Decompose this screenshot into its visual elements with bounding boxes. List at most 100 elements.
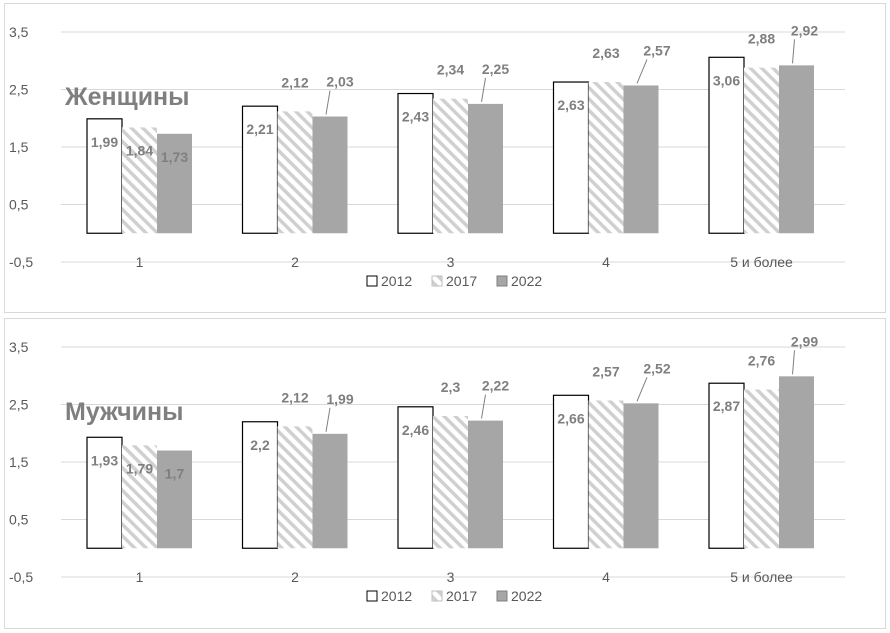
- leader-line: [325, 90, 331, 115]
- category-label: 2: [291, 254, 299, 270]
- legend-label: 2022: [511, 273, 542, 289]
- category-label: 3: [447, 569, 455, 585]
- data-label: 1,73: [161, 149, 188, 165]
- legend-label: 2012: [381, 588, 412, 604]
- data-label: 2,22: [482, 378, 509, 394]
- bar-2017-2: [277, 111, 313, 234]
- bar-2012-1: [86, 118, 123, 234]
- y-tick-label: 0,5: [9, 512, 29, 528]
- bar-2022-3: [468, 103, 503, 234]
- bar-2017-1: [122, 127, 157, 234]
- bar-2022-4: [623, 85, 659, 234]
- chart-panel-men: 3,5 2,5 1,5 0,5 -0,5 Мужчины 1,93 1,79 1,7 1 2,2 2,…: [4, 318, 886, 629]
- data-label: 2,57: [643, 42, 670, 58]
- data-label: 2,57: [592, 363, 619, 379]
- legend-swatch-2022: [496, 275, 508, 287]
- legend-label: 2017: [446, 588, 477, 604]
- bar-2017-3: [433, 98, 468, 234]
- legend-label: 2017: [446, 273, 477, 289]
- legend-swatch-2017: [431, 590, 443, 602]
- data-label: 2,88: [748, 31, 775, 47]
- data-label: 3,06: [713, 72, 740, 88]
- leader-line: [636, 59, 648, 84]
- category-label: 2: [291, 569, 299, 585]
- bar-2017-4: [588, 82, 624, 234]
- legend-swatch-2012: [366, 275, 378, 287]
- bar-2017-1: [122, 445, 157, 549]
- legend-label: 2022: [511, 588, 542, 604]
- y-tick-label: 3,5: [9, 339, 29, 355]
- data-label: 2,25: [482, 61, 509, 77]
- category-label: 4: [602, 569, 610, 585]
- data-label: 2,3: [441, 379, 461, 395]
- bar-2017-4: [588, 400, 624, 549]
- data-label: 2,99: [791, 333, 818, 349]
- category-label: 3: [447, 254, 455, 270]
- data-label: 2,43: [402, 109, 429, 125]
- leader-line: [325, 407, 331, 432]
- bar-2022-4: [623, 403, 659, 549]
- data-label: 1,7: [165, 466, 185, 482]
- bar-2022-5: [779, 376, 814, 549]
- legend-label: 2012: [381, 273, 412, 289]
- legend-swatch-2017: [431, 275, 443, 287]
- bar-2022-1: [157, 133, 192, 234]
- bar-2022-2: [312, 116, 348, 234]
- chart-title: Женщины: [64, 83, 190, 111]
- category-label: 1: [136, 569, 144, 585]
- category-label: 5 и более: [730, 569, 793, 585]
- bar-2012-3: [397, 406, 434, 549]
- bar-2017-3: [433, 416, 468, 549]
- chart-panel-women: 3,5 2,5 1,5 0,5 -0,5 Женщины 1,99 1,84 1,73 1 2,21…: [4, 3, 886, 313]
- data-label: 2,12: [281, 74, 308, 90]
- chart-women: 3,5 2,5 1,5 0,5 -0,5 Женщины 1,99 1,84 1,73 1 2,21…: [9, 22, 845, 289]
- data-label: 2,63: [557, 97, 584, 113]
- bar-2012-5: [708, 382, 745, 549]
- leader-line: [481, 77, 486, 102]
- data-label: 1,79: [126, 460, 153, 476]
- leader-line: [481, 394, 486, 419]
- y-tick-label: -0,5: [9, 254, 33, 270]
- y-tick-label: 3,5: [9, 24, 29, 40]
- data-label: 2,87: [713, 398, 740, 414]
- data-label: 2,63: [592, 45, 619, 61]
- data-label: 2,76: [748, 353, 775, 369]
- data-label: 2,2: [250, 437, 270, 453]
- data-label: 2,52: [643, 360, 670, 376]
- bar-2012-1: [86, 436, 123, 549]
- bar-2012-4: [552, 81, 590, 234]
- bar-2022-1: [157, 450, 192, 549]
- bar-2022-5: [779, 65, 814, 234]
- data-label: 2,03: [326, 74, 353, 90]
- category-label: 5 и более: [730, 254, 793, 270]
- bar-2017-2: [277, 426, 313, 549]
- data-label: 1,99: [91, 134, 118, 150]
- chart-title: Мужчины: [65, 398, 183, 426]
- y-tick-label: 0,5: [9, 197, 29, 213]
- category-label: 1: [136, 254, 144, 270]
- data-label: 1,99: [326, 391, 353, 407]
- leader-line: [792, 39, 795, 64]
- data-label: 2,92: [791, 22, 818, 38]
- bar-2017-5: [744, 67, 779, 234]
- y-tick-label: 2,5: [9, 82, 29, 98]
- chart-men: 3,5 2,5 1,5 0,5 -0,5 Мужчины 1,93 1,79 1,7 1 2,2 2,…: [9, 333, 845, 604]
- data-label: 2,12: [281, 389, 308, 405]
- bar-2017-5: [744, 389, 779, 549]
- y-tick-label: 1,5: [9, 454, 29, 470]
- data-label: 2,66: [557, 410, 584, 426]
- category-label: 4: [602, 254, 610, 270]
- data-label: 2,21: [246, 121, 273, 137]
- data-label: 2,46: [402, 422, 429, 438]
- bar-2012-5: [708, 56, 745, 234]
- data-label: 1,93: [91, 452, 118, 468]
- legend-swatch-2012: [366, 590, 378, 602]
- data-label: 2,34: [437, 62, 464, 78]
- bar-2022-3: [468, 420, 503, 549]
- bar-2012-2: [241, 105, 279, 234]
- leader-line: [792, 350, 795, 375]
- data-label: 1,84: [126, 142, 153, 158]
- bar-2022-2: [312, 433, 348, 549]
- leader-line: [636, 377, 648, 402]
- y-tick-label: 1,5: [9, 139, 29, 155]
